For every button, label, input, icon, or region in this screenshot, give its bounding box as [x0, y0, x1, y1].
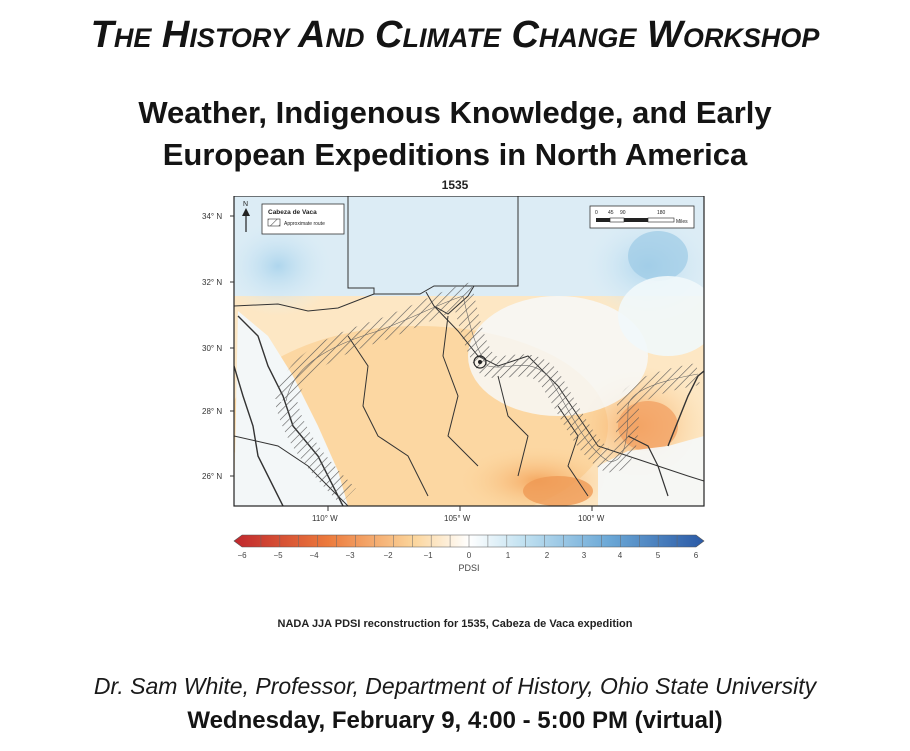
pdsi-map-figure: N Cabeza de Vaca Approximate route 0 45 …	[198, 195, 718, 576]
cbar-tick-m1: −1	[423, 551, 433, 560]
map-year-label: 1535	[441, 178, 469, 192]
cbar-tick-5: 5	[656, 551, 661, 560]
workshop-title: The History And Climate Change Workshop	[90, 14, 820, 56]
route-legend: Cabeza de Vaca Approximate route	[261, 203, 345, 235]
north-arrow-icon: N	[242, 201, 250, 232]
lat-label-32: 32° N	[202, 278, 222, 287]
expedition-route	[275, 281, 700, 504]
lon-label-105: 105° W	[444, 514, 471, 523]
cbar-tick-m2: −2	[383, 551, 393, 560]
talk-title: Weather, Indigenous Knowledge, and Early…	[0, 92, 910, 176]
cbar-tick-m5: −5	[273, 551, 283, 560]
cbar-tick-m4: −4	[309, 551, 319, 560]
lon-label-110: 110° W	[312, 514, 338, 523]
cbar-tick-2: 2	[545, 551, 550, 560]
cbar-tick-m3: −3	[345, 551, 355, 560]
lat-label-28: 28° N	[202, 407, 222, 416]
pdsi-field	[234, 196, 704, 506]
cbar-tick-3: 3	[582, 551, 587, 560]
pdsi-colorbar: −6 −5 −4 −3 −2 −1 0 1 2 3 4 5 6 PDSI	[233, 534, 705, 573]
scale-tick-1: 45	[608, 210, 614, 216]
map-frame	[233, 195, 705, 507]
figure-caption: NADA JJA PDSI reconstruction for 1535, C…	[277, 618, 633, 630]
talk-title-line-1: Weather, Indigenous Knowledge, and Early	[138, 95, 772, 130]
talk-title-line-2: European Expeditions in North America	[162, 137, 748, 172]
cbar-tick-m6: −6	[237, 551, 247, 560]
speaker-line: Dr. Sam White, Professor, Department of …	[93, 673, 817, 699]
scale-tick-0: 0	[595, 210, 598, 216]
colorbar-label: PDSI	[458, 563, 479, 573]
lat-label-30: 30° N	[202, 344, 222, 353]
legend-item: Approximate route	[284, 221, 325, 227]
event-datetime: Wednesday, February 9, 4:00 - 5:00 PM (v…	[187, 707, 723, 734]
route-waypoint-marker	[473, 355, 487, 369]
cbar-tick-6: 6	[694, 551, 699, 560]
lon-label-100: 100° W	[578, 514, 605, 523]
legend-title: Cabeza de Vaca	[268, 209, 317, 216]
svg-text:N: N	[243, 201, 248, 208]
lat-label-34: 34° N	[202, 212, 222, 221]
scale-bar: 0 45 90 180 Miles	[589, 205, 695, 229]
cbar-tick-1: 1	[506, 551, 511, 560]
scale-tick-2: 90	[620, 210, 626, 216]
legend-hatch-swatch	[267, 218, 281, 227]
cbar-tick-0: 0	[467, 551, 472, 560]
scale-unit: Miles	[676, 219, 688, 225]
pdsi-map-svg: N Cabeza de Vaca Approximate route 0 45 …	[202, 195, 705, 573]
cbar-tick-4: 4	[618, 551, 623, 560]
lat-label-26: 26° N	[202, 472, 222, 481]
scale-tick-3: 180	[657, 210, 666, 216]
